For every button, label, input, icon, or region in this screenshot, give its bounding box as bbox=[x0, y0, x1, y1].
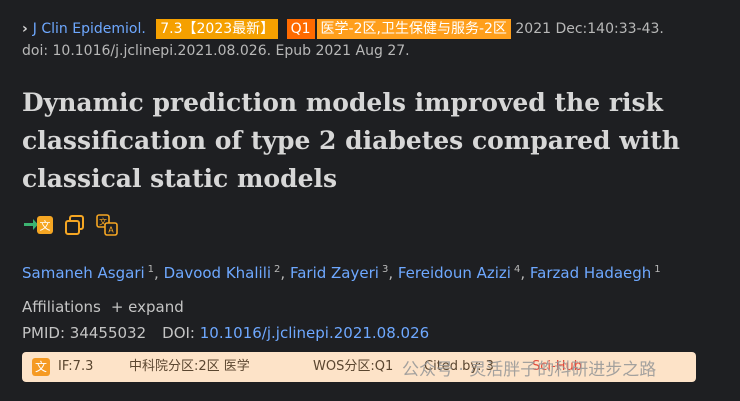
wos-zone: WOS分区:Q1 bbox=[313, 359, 394, 374]
quartile-badge: Q1 bbox=[286, 19, 315, 39]
affiliation-number[interactable]: 1 bbox=[654, 264, 661, 275]
watermark: 公众号 · 灵活胖子的科研进步之路 bbox=[402, 360, 657, 380]
svg-text:文: 文 bbox=[40, 219, 51, 233]
journal-info-bar: 文 IF:7.3 中科院分区:2区 医学 WOS分区:Q1 Cited by: … bbox=[22, 352, 696, 382]
citation-line: › J Clin Epidemiol. 7.3【2023最新】 Q1 医学-2区,卫… bbox=[22, 18, 722, 62]
affiliations-label: Affiliations bbox=[22, 298, 101, 316]
author-link[interactable]: Fereidoun Azizi bbox=[397, 264, 511, 282]
author-link[interactable]: Samaneh Asgari bbox=[22, 264, 145, 282]
toolbar: 文 文 A bbox=[24, 214, 118, 236]
affiliation-number[interactable]: 1 bbox=[147, 264, 155, 275]
chevron-right-icon[interactable]: › bbox=[22, 21, 28, 37]
pmid: PMID: 34455032 bbox=[22, 324, 147, 342]
copy-icon[interactable] bbox=[64, 214, 86, 236]
article-title: Dynamic prediction models improved the r… bbox=[22, 88, 680, 193]
expand-affiliations-button[interactable]: + expand bbox=[110, 298, 184, 316]
affiliations-row: Affiliations + expand bbox=[22, 296, 184, 318]
cas-zone: 中科院分区:2区 医学 bbox=[129, 359, 250, 374]
author-link[interactable]: Farzad Hadaegh bbox=[529, 264, 652, 282]
cited-by[interactable]: Cited by: 3 bbox=[424, 359, 494, 374]
journal-link[interactable]: J Clin Epidemiol. bbox=[32, 21, 146, 37]
publication-date: 2021 Dec:140:33-43. bbox=[515, 21, 664, 37]
author-link[interactable]: Farid Zayeri bbox=[289, 264, 379, 282]
affiliation-number[interactable]: 4 bbox=[513, 264, 521, 275]
cas-zone-badge: 医学-2区,卫生保健与服务-2区 bbox=[316, 19, 511, 39]
impact-factor-badge: 7.3【2023最新】 bbox=[156, 19, 279, 39]
plugin-logo-icon: 文 bbox=[32, 358, 50, 376]
affiliation-number[interactable]: 2 bbox=[274, 264, 281, 275]
translate-title-icon[interactable]: 文 bbox=[24, 214, 54, 236]
author-link[interactable]: Davood Khalili bbox=[163, 264, 272, 282]
author-list: Samaneh Asgari 1, Davood Khalili 2, Farid … bbox=[22, 264, 661, 282]
svg-text:A: A bbox=[108, 226, 114, 235]
translate-icon[interactable]: 文 A bbox=[96, 214, 118, 236]
sci-hub-link[interactable]: Sci-Hub bbox=[532, 359, 582, 374]
doi-epub-line: doi: 10.1016/j.jclinepi.2021.08.026. Epu… bbox=[22, 43, 410, 59]
doi-label: DOI: bbox=[162, 324, 195, 342]
identifiers-row: PMID: 34455032 DOI: 10.1016/j.jclinepi.20… bbox=[22, 322, 429, 344]
doi-link[interactable]: 10.1016/j.jclinepi.2021.08.026 bbox=[199, 324, 430, 342]
svg-text:文: 文 bbox=[99, 217, 107, 227]
impact-factor: IF:7.3 bbox=[58, 359, 94, 374]
affiliation-number[interactable]: 3 bbox=[381, 264, 389, 275]
